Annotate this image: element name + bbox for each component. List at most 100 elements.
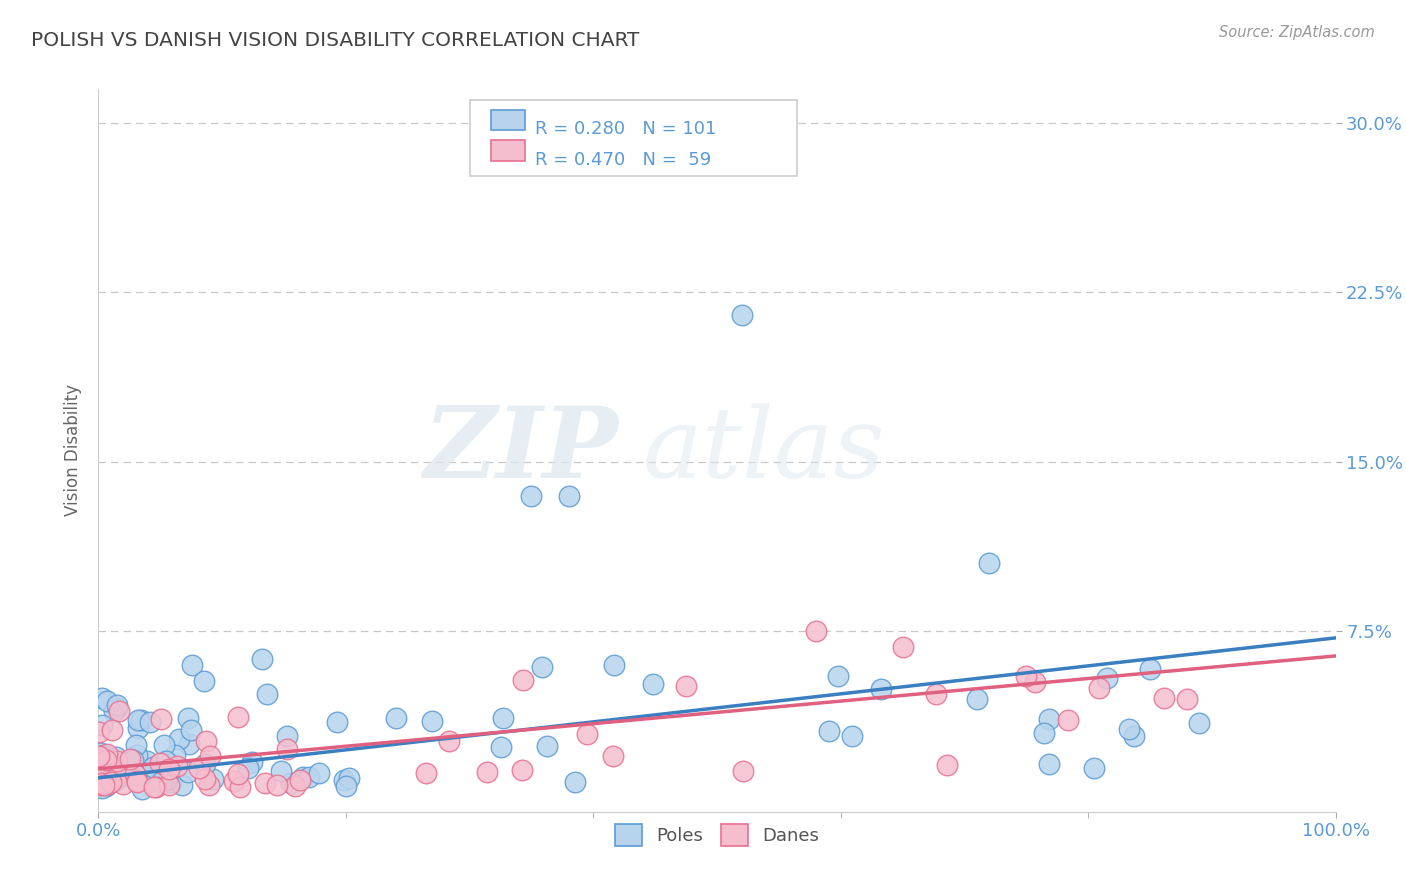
Point <box>142 780 165 794</box>
Point <box>127 713 149 727</box>
Text: atlas: atlas <box>643 403 886 498</box>
Point <box>270 764 292 778</box>
Point <box>291 771 314 785</box>
Point <box>117 761 139 775</box>
Text: ZIP: ZIP <box>423 402 619 499</box>
Point <box>91 780 114 795</box>
Point <box>491 739 513 754</box>
Point <box>276 741 298 756</box>
Point <box>107 767 129 781</box>
Point <box>125 769 148 783</box>
Point <box>107 770 129 784</box>
Point <box>149 712 172 726</box>
Point <box>512 673 534 687</box>
Text: Source: ZipAtlas.com: Source: ZipAtlas.com <box>1219 25 1375 40</box>
Point <box>110 769 132 783</box>
Point <box>177 738 200 752</box>
Point <box>180 657 202 672</box>
Text: POLISH VS DANISH VISION DISABILITY CORRELATION CHART: POLISH VS DANISH VISION DISABILITY CORRE… <box>31 31 640 50</box>
Point <box>100 723 122 738</box>
Point <box>188 761 211 775</box>
Point <box>90 718 112 732</box>
Point <box>127 774 149 789</box>
Point <box>90 778 112 792</box>
Point <box>155 754 177 768</box>
Point <box>87 770 110 784</box>
Point <box>827 669 849 683</box>
Point <box>87 725 110 739</box>
Point <box>103 704 125 718</box>
Point <box>1024 674 1046 689</box>
Point <box>150 773 173 788</box>
Point <box>1038 712 1060 726</box>
FancyBboxPatch shape <box>491 141 526 161</box>
Text: R = 0.280   N = 101: R = 0.280 N = 101 <box>536 120 717 138</box>
Point <box>117 766 139 780</box>
Point <box>90 757 112 772</box>
Point <box>177 764 200 779</box>
Point <box>420 714 443 728</box>
Point <box>142 765 165 780</box>
Point <box>280 776 302 790</box>
Point <box>149 756 172 770</box>
Point <box>105 700 128 714</box>
FancyBboxPatch shape <box>470 100 797 176</box>
Point <box>1097 671 1119 685</box>
Point <box>94 777 117 791</box>
Point <box>180 723 202 737</box>
Point <box>240 755 263 769</box>
Point <box>415 766 437 780</box>
Point <box>1188 715 1211 730</box>
Point <box>97 777 120 791</box>
Point <box>96 694 118 708</box>
Point <box>94 779 117 793</box>
Point <box>87 749 110 764</box>
Point <box>1175 691 1198 706</box>
Point <box>90 766 112 780</box>
Point <box>492 711 515 725</box>
Point <box>105 754 128 768</box>
Point <box>141 773 163 788</box>
Point <box>869 682 891 697</box>
Point <box>145 780 167 795</box>
Point <box>90 746 112 760</box>
Point <box>308 765 330 780</box>
Point <box>198 778 221 792</box>
Point <box>1118 722 1140 736</box>
Point <box>284 779 307 793</box>
Point <box>510 763 533 777</box>
Point <box>925 687 948 701</box>
Point <box>105 698 128 712</box>
Point <box>122 753 145 767</box>
Point <box>226 767 249 781</box>
Point <box>193 674 215 689</box>
Legend: Poles, Danes: Poles, Danes <box>607 817 827 854</box>
Point <box>1015 669 1038 683</box>
Point <box>89 774 111 789</box>
Point <box>93 778 115 792</box>
Point <box>804 624 827 639</box>
Point <box>290 773 312 788</box>
Point <box>157 762 180 776</box>
Point <box>731 308 754 322</box>
Point <box>1139 663 1161 677</box>
Point <box>124 767 146 781</box>
Point <box>194 772 217 786</box>
Point <box>229 780 252 794</box>
Point <box>818 724 841 739</box>
Point <box>150 773 173 788</box>
Point <box>152 738 174 752</box>
Point <box>603 658 626 673</box>
Point <box>94 753 117 767</box>
Point <box>576 727 599 741</box>
Point <box>536 739 558 754</box>
Point <box>159 764 181 778</box>
Point <box>337 771 360 785</box>
Point <box>250 652 273 666</box>
Point <box>979 557 1001 571</box>
Point <box>167 732 190 747</box>
Point <box>333 773 356 788</box>
Point <box>195 734 218 748</box>
Point <box>276 729 298 743</box>
Point <box>107 705 129 719</box>
